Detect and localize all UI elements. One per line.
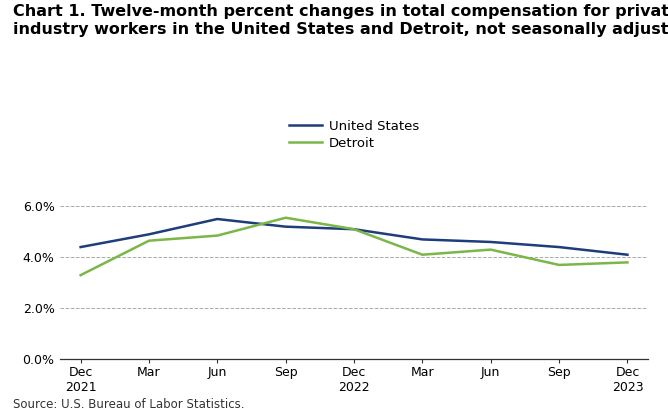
Detroit [213,233,221,238]
Line: United States: United States [81,219,627,255]
Text: Chart 1. Twelve-month percent changes in total compensation for private
industry: Chart 1. Twelve-month percent changes in… [13,4,668,36]
Legend: United States, Detroit: United States, Detroit [289,120,419,150]
Detroit [555,262,563,267]
United States [145,232,153,237]
Detroit [350,227,358,232]
United States [623,252,631,257]
Detroit [487,247,495,252]
Line: Detroit: Detroit [81,218,627,275]
Detroit [623,260,631,265]
United States [418,237,426,242]
Detroit [77,273,85,278]
United States [350,227,358,232]
United States [487,240,495,244]
United States [282,224,290,229]
Detroit [418,252,426,257]
United States [213,216,221,221]
United States [77,244,85,249]
Detroit [282,215,290,220]
United States [555,244,563,249]
Text: Source: U.S. Bureau of Labor Statistics.: Source: U.S. Bureau of Labor Statistics. [13,398,245,411]
Detroit [145,238,153,243]
